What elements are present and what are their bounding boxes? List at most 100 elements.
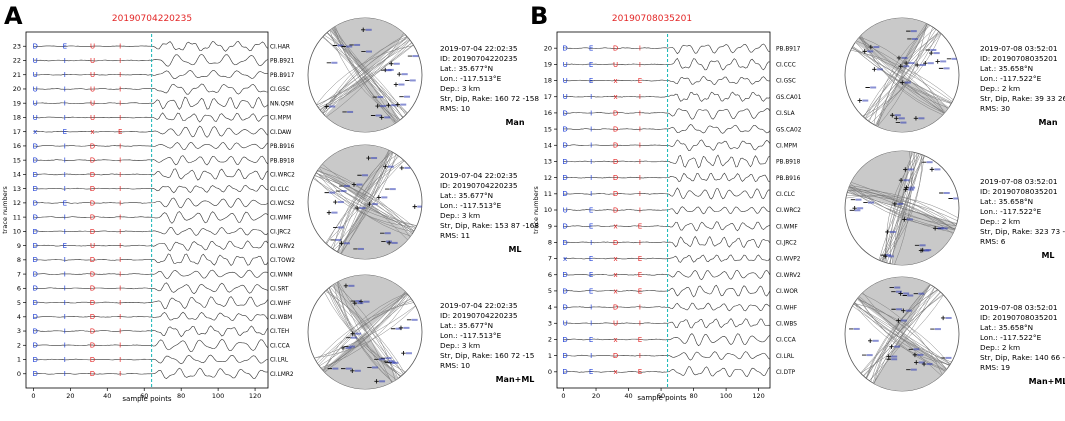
trace-line	[563, 351, 771, 361]
plus-mark	[889, 344, 894, 349]
y-tick-label: 7	[548, 255, 552, 263]
trace-line	[563, 269, 771, 281]
y-tick-label: 3	[17, 327, 21, 335]
pick-letter: E	[63, 242, 67, 250]
station-tag	[891, 358, 898, 361]
plus-mark	[903, 60, 909, 66]
plus-mark	[929, 50, 934, 56]
station-tag	[380, 105, 387, 108]
trace-line	[563, 235, 771, 249]
nodal-plane	[853, 303, 951, 365]
pick-letter: D	[33, 313, 38, 321]
mechanism-info-line: ID: 20190708035201	[980, 54, 1058, 63]
station-label: CI.DTP	[776, 370, 796, 376]
pick-letter: D	[33, 185, 38, 193]
mechanism-info-line: ID: 20190704220235	[440, 311, 518, 320]
pick-letter: I	[64, 71, 66, 79]
nodal-plane	[324, 291, 406, 373]
plus-mark	[932, 226, 938, 231]
mechanism-info-line: Str, Dip, Rake: 323 73 -162	[980, 227, 1065, 236]
nodal-plane	[881, 154, 923, 262]
y-tick-label: 11	[544, 190, 552, 198]
nodal-plane	[314, 174, 416, 230]
pick-letter: D	[562, 352, 567, 360]
station-tag	[918, 361, 925, 364]
plus-mark	[913, 116, 919, 121]
plus-mark	[393, 82, 399, 87]
pick-letter: D	[33, 228, 38, 236]
y-tick-label: 2	[548, 336, 552, 344]
plus-mark	[903, 167, 908, 172]
y-tick-label: 6	[548, 271, 552, 279]
plus-mark	[386, 103, 391, 108]
station-label: CI.WBM	[270, 315, 292, 321]
pick-letter: D	[33, 299, 38, 307]
pick-letter: D	[613, 206, 618, 214]
mechanism-info-line: RMS: 19	[980, 363, 1010, 372]
pick-letter: I	[64, 157, 66, 165]
y-tick-label: 2	[17, 341, 21, 349]
pick-letter: D	[33, 370, 38, 378]
trace-line	[563, 139, 771, 152]
y-tick-label: 1	[548, 352, 552, 360]
y-tick-label: 14	[544, 141, 552, 149]
nodal-plane	[859, 36, 945, 114]
pick-letter: E	[589, 336, 593, 344]
nodal-plane	[848, 186, 956, 230]
pick-letter: D	[613, 109, 618, 117]
nodal-plane	[851, 48, 953, 102]
nodal-plane	[869, 287, 935, 381]
nodal-plane	[875, 24, 929, 126]
nodal-plane	[327, 289, 403, 376]
pick-letter: D	[562, 125, 567, 133]
station-tag	[346, 45, 353, 48]
station-tag	[937, 227, 944, 230]
nodal-plane	[317, 300, 413, 364]
station-tag	[933, 52, 940, 55]
plus-mark	[361, 27, 366, 33]
station-label: PB.B921	[270, 59, 295, 65]
pick-letter: U	[90, 71, 95, 79]
station-tag	[403, 326, 410, 329]
trace-line	[33, 112, 269, 123]
trace-line	[33, 240, 269, 252]
nodal-plane	[330, 29, 400, 121]
station-tag	[918, 292, 925, 295]
nodal-plane	[849, 186, 955, 230]
pick-letter: E	[638, 77, 642, 85]
mechanism-info-line: RMS: 30	[980, 104, 1010, 113]
station-label: CI.WNM	[270, 272, 293, 278]
x-tick-label: 80	[689, 392, 697, 400]
pick-letter: D	[562, 109, 567, 117]
station-label: CI.WRV2	[270, 244, 295, 250]
nodal-plane	[332, 28, 398, 122]
nodal-plane	[882, 154, 922, 262]
plus-mark	[375, 103, 380, 109]
station-tag	[897, 202, 904, 205]
plus-mark	[379, 115, 384, 120]
station-tag	[889, 230, 896, 233]
nodal-plane	[316, 302, 414, 362]
mechanism-info-line: Lat.: 35.658°N	[980, 197, 1033, 206]
y-tick-label: 19	[544, 61, 552, 69]
plus-mark	[399, 165, 405, 171]
pick-letter: D	[33, 171, 38, 179]
y-tick-label: 18	[13, 114, 21, 122]
trace-line	[563, 75, 771, 86]
pick-letter: I	[119, 185, 121, 193]
panel-b-title: 20190708035201	[612, 14, 692, 24]
panel-a-axes: 0 20 40 60 80 100 1200123456789101112131415161…	[1, 31, 295, 400]
station-tag	[335, 238, 342, 241]
plus-mark	[914, 62, 920, 68]
pick-letter: D	[90, 270, 95, 278]
y-tick-label: 6	[17, 285, 21, 293]
pick-letter: I	[119, 356, 121, 364]
plus-mark	[350, 331, 355, 336]
station-label: PB.B918	[270, 158, 295, 164]
station-tag	[355, 300, 362, 303]
pick-letter: I	[590, 125, 592, 133]
station-tag	[337, 44, 344, 47]
y-tick-label: 23	[13, 42, 21, 50]
plus-mark	[326, 210, 332, 215]
